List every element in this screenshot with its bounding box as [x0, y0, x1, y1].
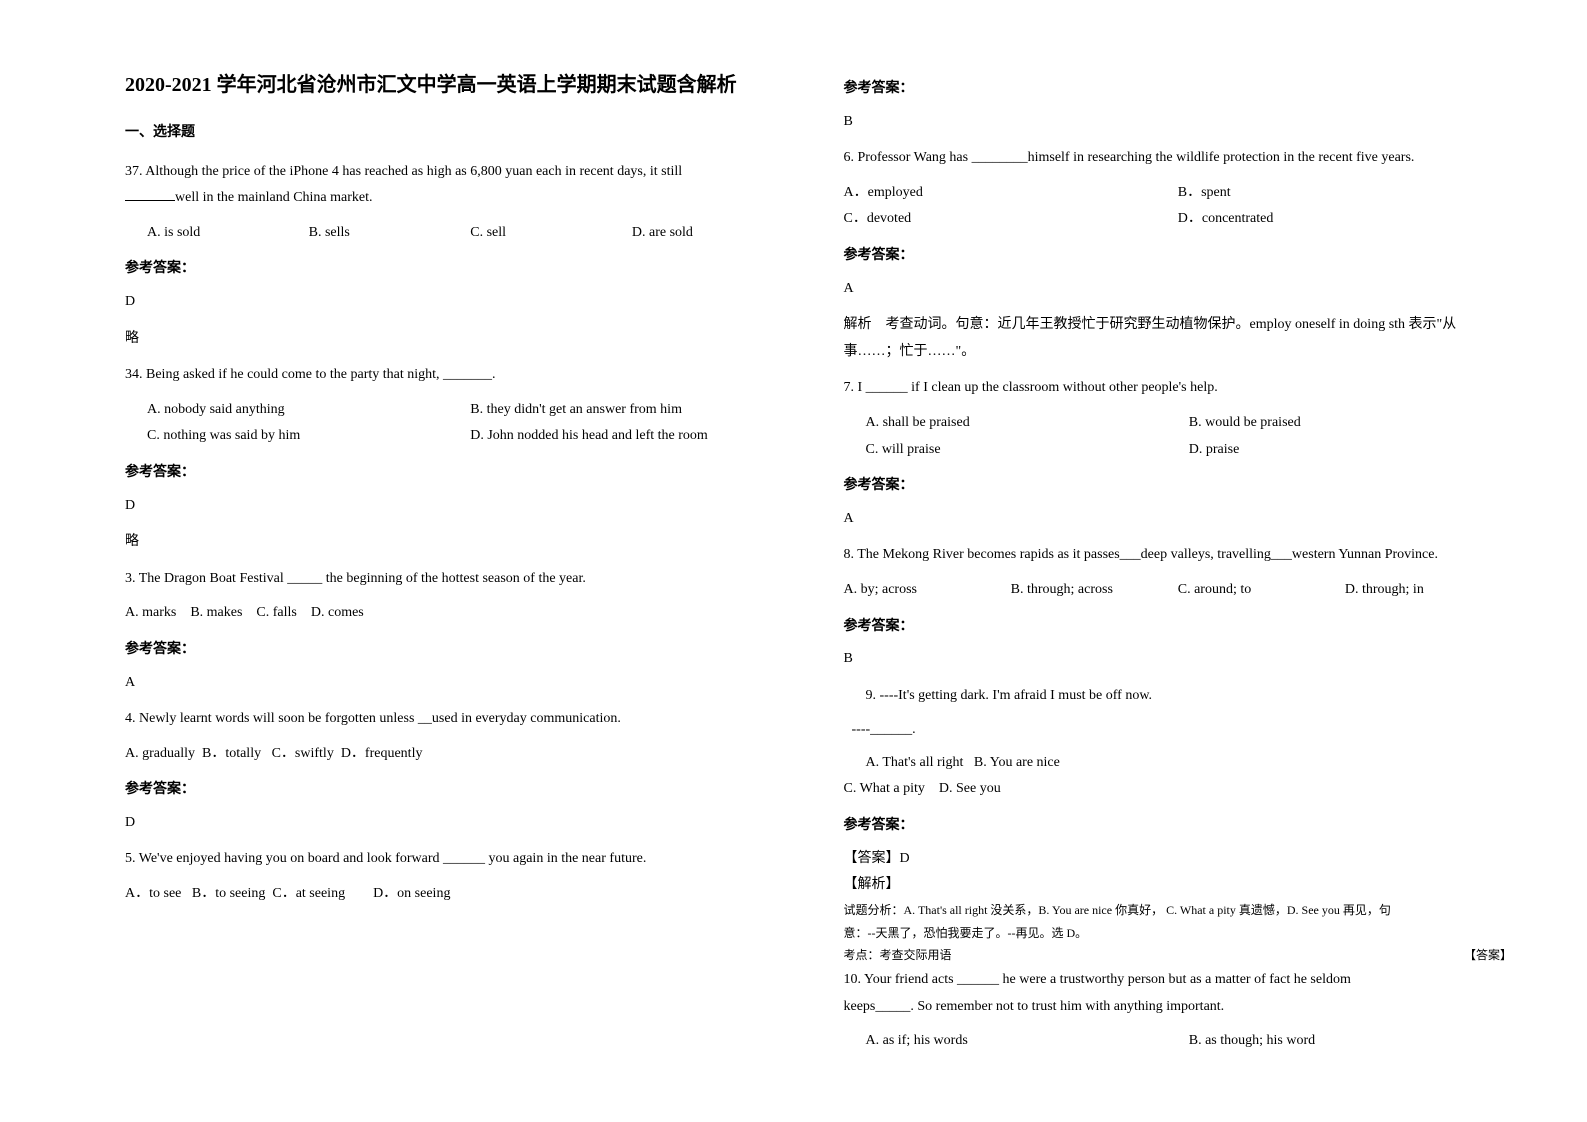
opt-b: B. through; across — [1011, 577, 1178, 604]
opt-b: B. would be praised — [1189, 410, 1512, 437]
explanation-label: 【解析】 — [844, 872, 1513, 899]
answer-label: 参考答案： — [844, 243, 1513, 270]
opt-c: C．devoted — [844, 206, 1178, 233]
opt-b: B．spent — [1178, 180, 1512, 207]
question-4: 4. Newly learnt words will soon be forgo… — [125, 706, 794, 733]
q9-stem1: 9. ----It's getting dark. I'm afraid I m… — [866, 688, 1153, 703]
opt-c: C. will praise — [866, 437, 1189, 464]
answer-line: 【答案】D — [844, 846, 1513, 873]
right-column: 参考答案： B 6. Professor Wang has ________hi… — [819, 70, 1538, 1082]
q3-stem: 3. The Dragon Boat Festival _____ the be… — [125, 571, 586, 586]
answer-value: D — [125, 493, 794, 520]
explanation-2: 意：--天黑了，恐怕我要走了。--再见。选 D。 — [844, 922, 1513, 945]
q37-stem-a: 37. Although the price of the iPhone 4 h… — [125, 164, 682, 179]
answer-note: 略 — [125, 326, 794, 353]
answer-label: 参考答案： — [125, 777, 794, 804]
answer-tag: 【答案】 — [1464, 944, 1512, 967]
q4-stem: 4. Newly learnt words will soon be forgo… — [125, 711, 621, 726]
answer-label: 参考答案： — [125, 637, 794, 664]
answer-label: 参考答案： — [125, 256, 794, 283]
q9-row1: A. That's all right B. You are nice — [844, 750, 1513, 777]
q8-stem: 8. The Mekong River becomes rapids as it… — [844, 547, 1438, 562]
opt-d: D. John nodded his head and left the roo… — [470, 423, 793, 450]
q5-stem: 5. We've enjoyed having you on board and… — [125, 851, 646, 866]
q9-options: A. That's all right B. You are nice C. W… — [844, 750, 1513, 803]
q9-stem2: ----______. — [844, 717, 1513, 744]
opt-d: D．concentrated — [1178, 206, 1512, 233]
explanation-1: 试题分析：A. That's all right 没关系，B. You are … — [844, 899, 1513, 922]
answer-value: A — [844, 506, 1513, 533]
q3-options: A. marks B. makes C. falls D. comes — [125, 600, 794, 627]
blank — [125, 189, 175, 202]
question-34: 34. Being asked if he could come to the … — [125, 362, 794, 389]
opt-c: C. around; to — [1178, 577, 1345, 604]
opt-a: A. is sold — [147, 220, 309, 247]
q34-options: A. nobody said anything B. they didn't g… — [125, 397, 794, 450]
question-6: 6. Professor Wang has ________himself in… — [844, 145, 1513, 172]
q7-options: A. shall be praised B. would be praised … — [844, 410, 1513, 463]
question-3: 3. The Dragon Boat Festival _____ the be… — [125, 566, 794, 593]
question-10: 10. Your friend acts ______ he were a tr… — [844, 967, 1513, 1020]
question-7: 7. I ______ if I clean up the classroom … — [844, 375, 1513, 402]
document-title: 2020-2021 学年河北省沧州市汇文中学高一英语上学期期末试题含解析 — [125, 70, 794, 100]
opt-d: D. praise — [1189, 437, 1512, 464]
opt-a: A. nobody said anything — [147, 397, 470, 424]
q10-stem2: keeps_____. So remember not to trust him… — [844, 994, 1513, 1021]
opt-a: A．employed — [844, 180, 1178, 207]
opt-b: B. sells — [309, 220, 471, 247]
explanation: 解析 考查动词。句意：近几年王教授忙于研究野生动植物保护。employ ones… — [844, 312, 1513, 365]
answer-label: 参考答案： — [844, 614, 1513, 641]
opt-c: C. sell — [470, 220, 632, 247]
q34-stem: 34. Being asked if he could come to the … — [125, 367, 496, 382]
question-5: 5. We've enjoyed having you on board and… — [125, 846, 794, 873]
opt-c: C. nothing was said by him — [147, 423, 470, 450]
q4-options: A. gradually B．totally C．swiftly D．frequ… — [125, 741, 794, 768]
q6-stem: 6. Professor Wang has ________himself in… — [844, 150, 1415, 165]
q7-stem: 7. I ______ if I clean up the classroom … — [844, 380, 1218, 395]
left-column: 2020-2021 学年河北省沧州市汇文中学高一英语上学期期末试题含解析 一、选… — [100, 70, 819, 1082]
opt-b: B. as though; his word — [1189, 1028, 1512, 1055]
opt-b: B. they didn't get an answer from him — [470, 397, 793, 424]
answer-label: 参考答案： — [125, 460, 794, 487]
section-header: 一、选择题 — [125, 120, 794, 147]
answer-label: 参考答案： — [844, 76, 1513, 103]
answer-value: B — [844, 646, 1513, 673]
opt-a: A. as if; his words — [866, 1028, 1189, 1055]
q37-stem-b: well in the mainland China market. — [175, 190, 373, 205]
q37-options: A. is sold B. sells C. sell D. are sold — [125, 220, 794, 247]
q10-stem1: 10. Your friend acts ______ he were a tr… — [844, 967, 1513, 994]
opt-a: A. by; across — [844, 577, 1011, 604]
question-37: 37. Although the price of the iPhone 4 h… — [125, 159, 794, 212]
answer-label: 参考答案： — [844, 473, 1513, 500]
q6-options: A．employed B．spent C．devoted D．concentra… — [844, 180, 1513, 233]
question-9: 9. ----It's getting dark. I'm afraid I m… — [844, 683, 1513, 710]
answer-value: B — [844, 109, 1513, 136]
q5-options: A．to see B．to seeing C．at seeing D．on se… — [125, 881, 794, 908]
q8-options: A. by; across B. through; across C. arou… — [844, 577, 1513, 604]
answer-value: D — [125, 289, 794, 316]
answer-label: 参考答案： — [844, 813, 1513, 840]
answer-value: D — [125, 810, 794, 837]
question-8: 8. The Mekong River becomes rapids as it… — [844, 542, 1513, 569]
opt-a: A. shall be praised — [866, 410, 1189, 437]
opt-d: D. through; in — [1345, 577, 1512, 604]
opt-d: D. are sold — [632, 220, 794, 247]
point-label: 考点：考查交际用语 — [844, 948, 952, 962]
answer-value: A — [844, 276, 1513, 303]
q10-options: A. as if; his words B. as though; his wo… — [844, 1028, 1513, 1055]
q9-row2: C. What a pity D. See you — [844, 776, 1513, 803]
answer-note: 略 — [125, 529, 794, 556]
answer-value: A — [125, 670, 794, 697]
